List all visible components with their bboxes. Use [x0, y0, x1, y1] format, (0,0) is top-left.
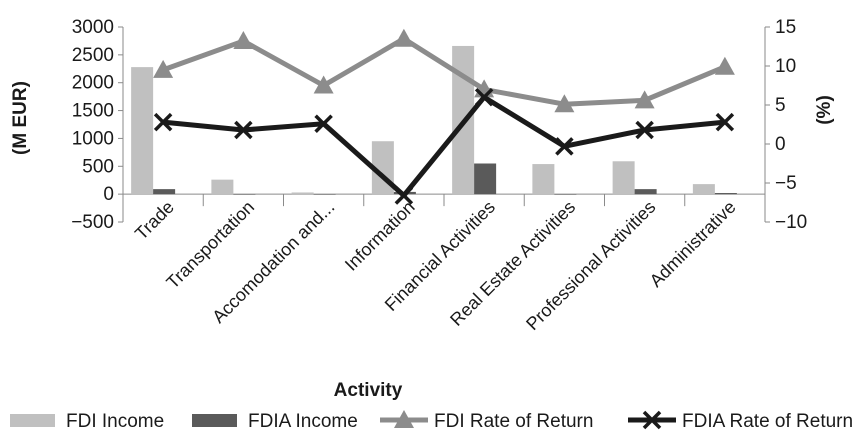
fdia-rate-marker: [474, 87, 494, 107]
legend-marker: [642, 410, 662, 430]
fdia-rate-marker: [715, 112, 735, 132]
fdi-rate-line: [162, 36, 726, 107]
fdia-income-bar: [554, 194, 577, 195]
legend-item: FDI Income: [10, 411, 164, 432]
fdi-rate-marker: [634, 90, 655, 109]
y-left-tick-label: 1000: [72, 128, 114, 149]
legend-marker: [394, 410, 414, 428]
fdi-income-bar: [211, 179, 234, 195]
legend-label: FDIA Rate of Return: [682, 411, 853, 432]
legend: FDI Income FDIA Income FDI Rate of Return F…: [10, 410, 853, 432]
fdi-rate-marker: [313, 75, 334, 94]
y-right-tick-label: 5: [775, 95, 786, 116]
category-label: Professional Activities: [522, 197, 659, 334]
y-left-tick-label: 1500: [72, 101, 114, 122]
y-left-tick-label: 2000: [72, 73, 114, 94]
fdia-rate-line: [162, 94, 726, 198]
y-left-tick-label: 2500: [72, 45, 114, 66]
y-left-tick-label: 3000: [72, 17, 114, 38]
fdi-income-bar: [692, 184, 715, 195]
legend-label: FDI Income: [66, 411, 164, 432]
fdia-income-bar: [634, 189, 657, 195]
y-left-tick-label: −500: [71, 212, 114, 233]
ticks: −500 0 500 1000 1500 2000 2500 3000 −10 −5 0 5 10 15: [71, 17, 807, 233]
fdia-rate-marker: [635, 120, 654, 140]
legend-item: FDIA Rate of Return: [628, 410, 853, 432]
y-left-tick-label: 500: [82, 156, 114, 177]
fdia-rate-marker: [555, 137, 574, 156]
legend-item: FDI Rate of Return: [380, 410, 593, 432]
x-axis-title: Activity: [334, 380, 403, 401]
legend-swatch: [192, 414, 237, 427]
y-right-tick-label: 15: [775, 17, 796, 38]
fdi-income-bar: [612, 161, 635, 195]
fdi-rate-marker: [554, 94, 575, 113]
fdia-rate-marker: [153, 112, 173, 132]
fdia-income-bar: [474, 163, 497, 195]
bars: [131, 45, 737, 195]
category-label: Trade: [131, 197, 178, 244]
fdi-income-bar: [532, 164, 555, 195]
y-axis-right-title: (%): [814, 95, 835, 125]
fdia-income-bar: [233, 194, 256, 195]
fdi-income-bar: [131, 67, 154, 195]
category-label: Information: [341, 197, 419, 275]
fdi-rate-marker: [233, 31, 254, 50]
fdi-income-bar: [291, 192, 314, 195]
lines: [153, 28, 735, 205]
y-right-tick-label: −10: [775, 212, 807, 233]
y-axis-left-title: (M EUR): [10, 81, 31, 155]
fdi-rate-marker: [393, 28, 414, 47]
fdia-income-bar: [714, 193, 737, 195]
y-left-tick-label: 0: [103, 184, 114, 205]
legend-label: FDIA Income: [248, 411, 358, 432]
category-label: Administrative: [646, 197, 740, 291]
y-right-tick-label: 10: [775, 56, 796, 77]
y-right-tick-label: 0: [775, 134, 786, 155]
fdi-rate-marker: [153, 59, 174, 78]
legend-label: FDI Rate of Return: [434, 411, 593, 432]
fdia-rate-marker: [234, 120, 253, 140]
legend-swatch: [10, 414, 55, 427]
fdia-income-bar: [313, 194, 336, 195]
y-right-tick-label: −5: [775, 173, 797, 194]
fdi-rate-marker: [714, 56, 735, 75]
fdia-rate-marker: [394, 186, 414, 205]
fdia-rate-marker: [314, 114, 333, 133]
fdia-income-bar: [153, 189, 176, 195]
legend-item: FDIA Income: [192, 411, 358, 432]
